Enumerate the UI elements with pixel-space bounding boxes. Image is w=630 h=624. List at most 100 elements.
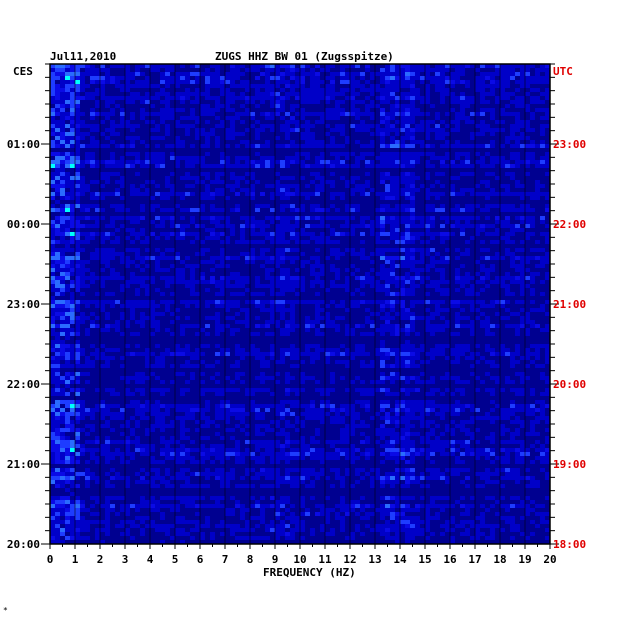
heatmap-cell <box>275 148 280 152</box>
heatmap-cell <box>315 164 320 168</box>
heatmap-cell <box>480 164 485 168</box>
heatmap-cell <box>445 152 450 156</box>
heatmap-cell <box>165 68 170 72</box>
heatmap-cell <box>365 88 370 92</box>
heatmap-cell <box>175 144 180 148</box>
heatmap-cell <box>445 196 450 200</box>
heatmap-cell <box>185 224 190 228</box>
heatmap-cell <box>120 264 125 268</box>
heatmap-cell <box>115 72 120 76</box>
heatmap-cell <box>95 196 100 200</box>
heatmap-cell <box>245 108 250 112</box>
heatmap-cell <box>140 196 145 200</box>
heatmap-cell <box>130 268 135 272</box>
heatmap-cell <box>150 204 155 208</box>
heatmap-cell <box>85 148 90 152</box>
heatmap-cell <box>125 196 130 200</box>
heatmap-cell <box>70 116 75 120</box>
heatmap-cell <box>375 172 380 176</box>
heatmap-cell <box>440 100 445 104</box>
heatmap-cell <box>520 84 525 88</box>
heatmap-cell <box>490 132 495 136</box>
heatmap-cell <box>465 68 470 72</box>
heatmap-cell <box>535 112 540 116</box>
heatmap-cell <box>375 76 380 80</box>
heatmap-cell <box>455 104 460 108</box>
heatmap-cell <box>480 176 485 180</box>
heatmap-cell <box>140 244 145 248</box>
heatmap-cell <box>130 116 135 120</box>
heatmap-cell <box>85 144 90 148</box>
heatmap-cell <box>525 128 530 132</box>
heatmap-cell <box>190 96 195 100</box>
heatmap-cell <box>520 120 525 124</box>
heatmap-cell <box>490 128 495 132</box>
heatmap-cell <box>490 212 495 216</box>
heatmap-cell <box>350 92 355 96</box>
heatmap-cell <box>50 204 55 208</box>
heatmap-cell <box>310 180 315 184</box>
heatmap-cell <box>435 216 440 220</box>
heatmap-cell <box>190 244 195 248</box>
heatmap-cell <box>115 120 120 124</box>
heatmap-cell <box>450 128 455 132</box>
heatmap-cell <box>95 248 100 252</box>
heatmap-cell <box>145 228 150 232</box>
heatmap-cell <box>185 132 190 136</box>
heatmap-cell <box>295 180 300 184</box>
heatmap-cell <box>155 168 160 172</box>
heatmap-cell <box>465 176 470 180</box>
heatmap-cell <box>545 180 550 184</box>
heatmap-cell <box>355 80 360 84</box>
heatmap-cell <box>240 240 245 244</box>
heatmap-cell <box>255 268 260 272</box>
heatmap-cell <box>130 140 135 144</box>
heatmap-cell <box>400 248 405 252</box>
heatmap-cell <box>140 200 145 204</box>
heatmap-cell <box>125 184 130 188</box>
heatmap-cell <box>120 152 125 156</box>
heatmap-cell <box>430 240 435 244</box>
heatmap-cell <box>280 260 285 264</box>
heatmap-cell <box>305 144 310 148</box>
heatmap-cell <box>155 208 160 212</box>
heatmap-cell <box>440 120 445 124</box>
heatmap-cell <box>500 148 505 152</box>
heatmap-cell <box>65 200 70 204</box>
heatmap-cell <box>410 132 415 136</box>
heatmap-cell <box>515 204 520 208</box>
heatmap-cell <box>520 252 525 256</box>
heatmap-cell <box>325 92 330 96</box>
heatmap-cell <box>295 256 300 260</box>
heatmap-cell <box>305 260 310 264</box>
heatmap-cell <box>365 144 370 148</box>
heatmap-cell <box>150 144 155 148</box>
heatmap-cell <box>450 120 455 124</box>
heatmap-cell <box>240 248 245 252</box>
heatmap-cell <box>180 72 185 76</box>
heatmap-cell <box>440 192 445 196</box>
heatmap-cell <box>325 248 330 252</box>
heatmap-cell <box>190 260 195 264</box>
heatmap-cell <box>185 72 190 76</box>
heatmap-cell <box>175 156 180 160</box>
heatmap-cell <box>375 128 380 132</box>
heatmap-cell <box>340 84 345 88</box>
heatmap-cell <box>445 216 450 220</box>
heatmap-cell <box>505 68 510 72</box>
heatmap-cell <box>465 72 470 76</box>
heatmap-cell <box>185 168 190 172</box>
heatmap-cell <box>80 104 85 108</box>
heatmap-cell <box>500 88 505 92</box>
heatmap-cell <box>85 260 90 264</box>
heatmap-cell <box>105 228 110 232</box>
heatmap-cell <box>355 140 360 144</box>
heatmap-cell <box>480 200 485 204</box>
heatmap-cell <box>120 164 125 168</box>
heatmap-cell <box>215 152 220 156</box>
heatmap-cell <box>230 156 235 160</box>
heatmap-cell <box>380 144 385 148</box>
heatmap-cell <box>540 236 545 240</box>
heatmap-cell <box>250 108 255 112</box>
heatmap-cell <box>350 168 355 172</box>
